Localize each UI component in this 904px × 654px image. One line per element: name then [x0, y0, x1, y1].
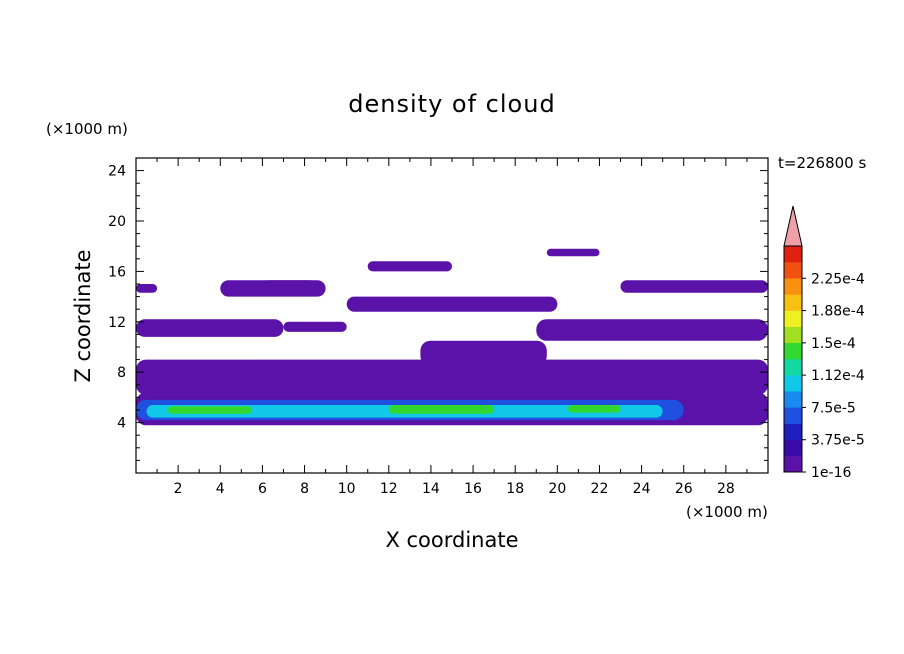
- x-tick-label: 16: [464, 481, 482, 497]
- chart-title: density of cloud: [348, 90, 555, 118]
- x-tick-label: 2: [174, 481, 183, 497]
- cloud-region: [136, 319, 284, 337]
- colorbar-swatch: [784, 278, 802, 295]
- colorbar-extend-arrow: [783, 205, 803, 247]
- colorbar-swatch: [784, 310, 802, 327]
- y-unit-label: (×1000 m): [46, 120, 128, 138]
- y-axis-label: Z coordinate: [71, 249, 95, 382]
- colorbar-label: 1e-16: [811, 465, 851, 481]
- colorbar-label: 3.75e-5: [811, 433, 865, 449]
- colorbar-swatch: [784, 375, 802, 392]
- colorbar-swatch: [784, 455, 802, 473]
- colorbar-swatch: [784, 342, 802, 360]
- x-tick-label: 12: [380, 481, 398, 497]
- x-tick-label: 6: [258, 481, 267, 497]
- cloud-region: [136, 359, 768, 395]
- colorbar-label: 1.88e-4: [811, 304, 865, 320]
- x-tick-label: 22: [591, 481, 609, 497]
- colorbar-swatch: [784, 423, 802, 440]
- x-tick-label: 10: [338, 481, 356, 497]
- cloud-region: [546, 248, 600, 257]
- cloud-region: [167, 406, 252, 414]
- colorbar-label: 1.12e-4: [811, 368, 865, 384]
- cloud-region: [283, 321, 347, 332]
- colorbar: 1e-16 3.75e-5 7.5e-5 1.12e-4 1.5e-4 1.88e-4 2.…: [783, 205, 865, 481]
- x-tick-label: 18: [506, 481, 524, 497]
- cloud-region: [420, 340, 547, 366]
- colorbar-swatch: [784, 407, 802, 424]
- cloud-region: [620, 280, 768, 293]
- x-tick-label: 14: [422, 481, 440, 497]
- cloud-region: [346, 296, 558, 312]
- x-unit-label: (×1000 m): [686, 503, 768, 521]
- colorbar-frame: [783, 245, 803, 473]
- colorbar-label: 2.25e-4: [811, 271, 865, 287]
- time-label: t=226800 s: [778, 154, 866, 172]
- cloud-region: [388, 405, 495, 414]
- colorbar-swatch: [784, 246, 802, 263]
- plot-area: [136, 248, 768, 426]
- colorbar-label: 7.5e-5: [811, 400, 856, 416]
- colorbar-swatch: [784, 326, 802, 344]
- colorbar-label: 1.5e-4: [811, 336, 856, 352]
- plot-frame: [135, 157, 769, 474]
- y-tick-label: 8: [117, 365, 126, 381]
- x-tick-label: 26: [675, 481, 693, 497]
- colorbar-swatch: [784, 391, 802, 408]
- x-tick-label: 24: [633, 481, 651, 497]
- colorbar-swatch: [784, 262, 802, 279]
- y-tick-label: 16: [108, 264, 126, 280]
- x-tick-label: 20: [548, 481, 566, 497]
- y-tick-label: 4: [117, 416, 126, 432]
- cloud-region: [536, 319, 768, 341]
- colorbar-swatch: [784, 439, 802, 457]
- cloud-region: [567, 405, 621, 413]
- y-tick-label: 12: [108, 315, 126, 331]
- colorbar-swatch: [784, 294, 802, 311]
- colorbar-swatch: [784, 359, 802, 376]
- x-tick-label: 4: [216, 481, 225, 497]
- cloud-region: [262, 280, 316, 291]
- cloud-region: [367, 261, 452, 272]
- x-axis-label: X coordinate: [385, 528, 518, 552]
- cloud-region: [136, 284, 158, 293]
- x-tick-label: 28: [717, 481, 735, 497]
- y-tick-label: 20: [108, 214, 126, 230]
- x-tick-label: 8: [300, 481, 309, 497]
- y-tick-label: 24: [108, 164, 126, 180]
